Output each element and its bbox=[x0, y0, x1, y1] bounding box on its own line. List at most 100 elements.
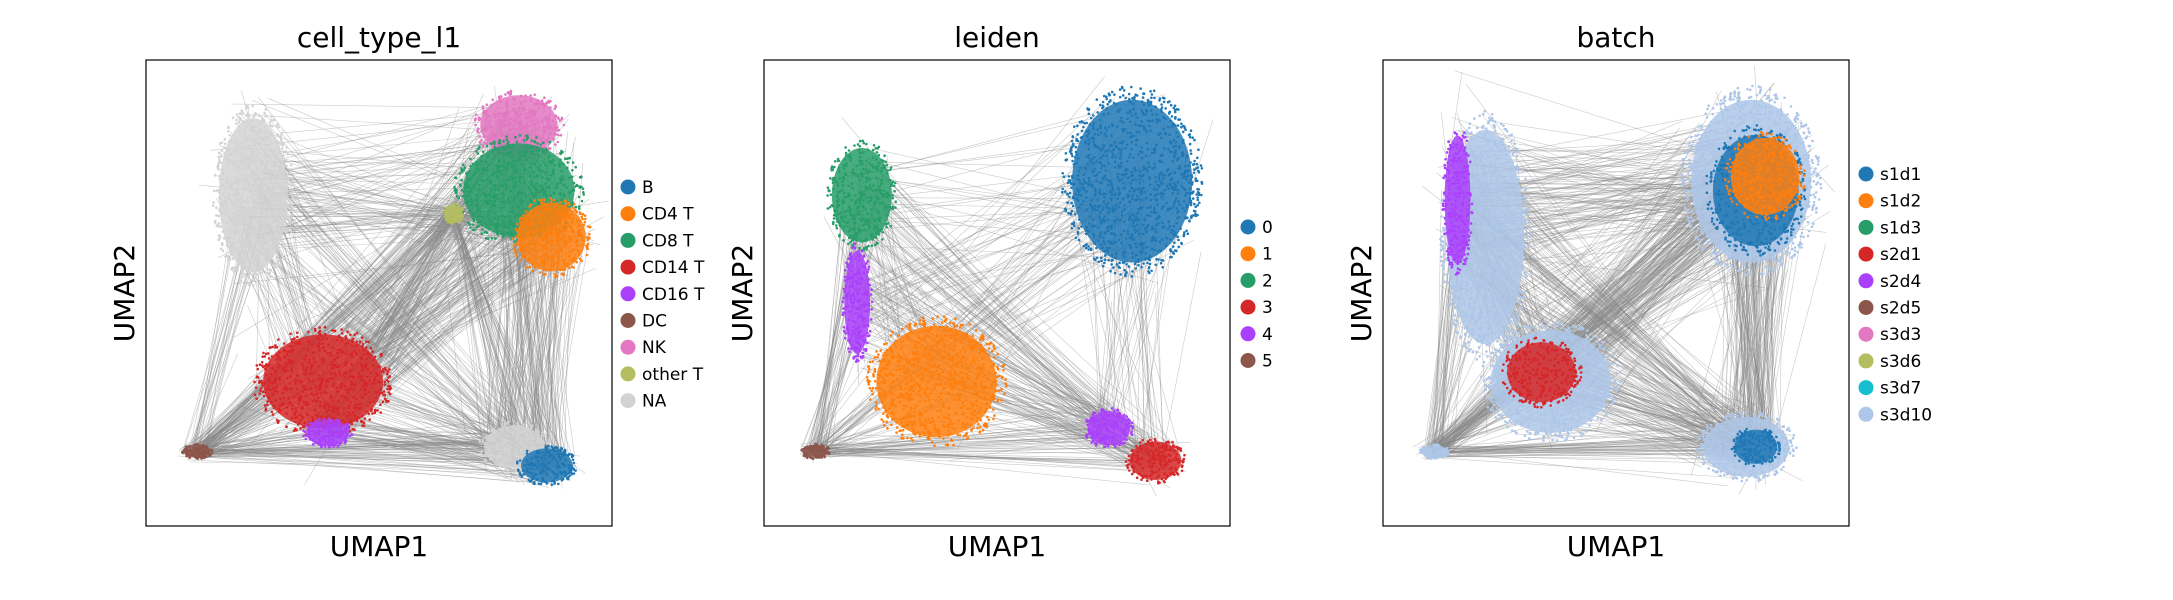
cell-point bbox=[514, 176, 518, 180]
cell-point bbox=[520, 162, 524, 166]
graph-edge bbox=[815, 439, 1108, 454]
cell-point bbox=[550, 231, 554, 234]
cell-point bbox=[545, 467, 548, 471]
cell-point bbox=[543, 96, 546, 99]
cell-point bbox=[261, 118, 265, 122]
cell-point bbox=[318, 378, 321, 381]
cell-point bbox=[222, 236, 226, 240]
cell-point bbox=[538, 184, 542, 188]
cell-point bbox=[542, 441, 545, 445]
cell-point bbox=[499, 456, 502, 459]
cell-point bbox=[565, 213, 568, 217]
graph-edge bbox=[861, 206, 1085, 439]
cell-point bbox=[571, 248, 575, 251]
cell-point bbox=[487, 193, 491, 196]
cell-point bbox=[446, 205, 450, 209]
cell-point bbox=[506, 198, 510, 202]
cell-point bbox=[225, 254, 228, 258]
cell-point bbox=[258, 129, 261, 132]
cell-point bbox=[366, 404, 369, 408]
cell-point bbox=[585, 253, 589, 257]
graph-edge bbox=[817, 426, 1108, 455]
cell-point bbox=[237, 121, 241, 124]
cell-point bbox=[504, 188, 508, 191]
cell-point bbox=[523, 154, 527, 158]
graph-edge bbox=[453, 216, 546, 471]
cell-point bbox=[250, 171, 253, 174]
cell-point bbox=[220, 149, 224, 153]
cell-point bbox=[511, 433, 514, 437]
cell-point bbox=[534, 153, 537, 156]
cell-point bbox=[255, 230, 259, 234]
graph-edge bbox=[325, 432, 484, 444]
cell-point bbox=[504, 422, 508, 426]
cell-point bbox=[542, 236, 546, 240]
cell-point bbox=[299, 427, 302, 430]
cell-point bbox=[554, 114, 557, 117]
cell-point bbox=[486, 114, 490, 118]
cell-point bbox=[277, 209, 280, 213]
cell-point bbox=[317, 373, 320, 377]
cell-point bbox=[489, 435, 492, 439]
cell-point bbox=[525, 449, 529, 453]
cell-point bbox=[454, 189, 457, 193]
cell-point bbox=[455, 194, 459, 198]
graph-edge bbox=[266, 171, 525, 472]
graph-edge bbox=[852, 228, 1092, 328]
cell-point bbox=[494, 462, 497, 466]
cell-point bbox=[230, 268, 234, 272]
graph-edge bbox=[202, 455, 533, 473]
plot-area bbox=[177, 85, 609, 489]
cell-point bbox=[511, 155, 514, 158]
legend-marker bbox=[620, 206, 636, 222]
cell-point bbox=[496, 187, 500, 191]
cell-point bbox=[313, 423, 317, 426]
cell-point bbox=[475, 162, 478, 166]
cell-point bbox=[275, 202, 279, 205]
cell-point bbox=[221, 192, 225, 196]
graph-edge bbox=[508, 209, 549, 433]
graph-edge bbox=[827, 163, 1110, 455]
cell-point bbox=[259, 379, 263, 383]
cell-point bbox=[263, 136, 267, 140]
cell-point bbox=[249, 175, 252, 178]
cell-point bbox=[502, 147, 505, 150]
graph-edge bbox=[454, 210, 527, 465]
cell-point bbox=[355, 419, 359, 423]
cell-point bbox=[491, 203, 494, 207]
cell-point bbox=[252, 279, 255, 282]
cell-point bbox=[563, 212, 566, 216]
cell-point bbox=[263, 404, 267, 407]
cell-point bbox=[506, 146, 510, 149]
cell-point bbox=[289, 216, 292, 220]
graph-edge bbox=[189, 444, 501, 446]
cell-point bbox=[232, 161, 235, 165]
graph-edge bbox=[332, 422, 486, 447]
cell-point bbox=[260, 361, 264, 364]
graph-edge bbox=[848, 170, 1163, 456]
cell-point bbox=[321, 358, 324, 361]
cell-point bbox=[517, 127, 521, 131]
graph-edge bbox=[814, 341, 857, 450]
cell-point bbox=[518, 138, 521, 142]
cell-point bbox=[1150, 240, 1153, 243]
cell-point bbox=[543, 198, 546, 202]
graph-edge bbox=[487, 254, 550, 464]
cell-point bbox=[253, 114, 256, 117]
cell-point bbox=[257, 141, 260, 144]
cell-point bbox=[292, 361, 296, 364]
cell-point bbox=[270, 187, 274, 191]
cell-point bbox=[268, 388, 271, 391]
cell-point bbox=[270, 388, 274, 392]
cell-point bbox=[235, 118, 238, 122]
cell-point bbox=[355, 340, 359, 343]
cell-point bbox=[272, 163, 276, 167]
cell-point bbox=[272, 201, 276, 204]
cell-point bbox=[282, 229, 286, 232]
cell-point bbox=[254, 211, 258, 214]
cell-point bbox=[268, 397, 271, 400]
cell-point bbox=[240, 159, 243, 163]
cluster-na bbox=[211, 104, 295, 287]
cell-point bbox=[475, 113, 478, 116]
cell-point bbox=[1160, 206, 1164, 210]
